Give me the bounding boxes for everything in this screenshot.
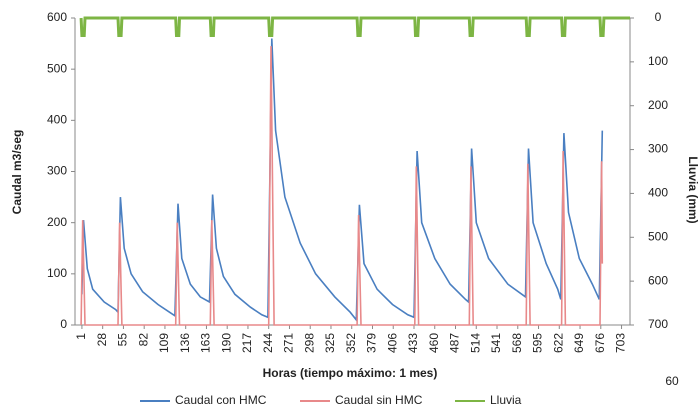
y-axis-title: Caudal m3/seg xyxy=(10,130,24,215)
x-tick-label: 271 xyxy=(282,333,296,353)
y-tick-label: 300 xyxy=(47,164,67,178)
y-tick-label: 500 xyxy=(47,61,67,75)
x-tick-label: 82 xyxy=(136,333,150,347)
x-tick-label: 622 xyxy=(551,333,565,353)
y2-tick-label: 300 xyxy=(648,142,668,156)
y-tick-label: 400 xyxy=(47,113,67,127)
stray-label: 60 xyxy=(665,374,679,388)
y-tick-label: 100 xyxy=(47,266,67,280)
x-tick-label: 1 xyxy=(74,333,88,340)
y2-tick-label: 400 xyxy=(648,186,668,200)
series-line xyxy=(79,16,630,37)
x-tick-label: 460 xyxy=(427,333,441,353)
y2-axis-title: Lluvia (mm) xyxy=(686,156,700,223)
y-tick-label: 200 xyxy=(47,215,67,229)
x-tick-label: 163 xyxy=(199,333,213,353)
series-line xyxy=(81,38,604,323)
x-tick-label: 514 xyxy=(468,333,482,353)
x-tick-label: 28 xyxy=(95,333,109,347)
x-tick-label: 406 xyxy=(385,333,399,353)
x-tick-label: 244 xyxy=(261,333,275,353)
y-tick-label: 0 xyxy=(60,317,67,331)
y2-tick-label: 500 xyxy=(648,229,668,243)
x-tick-label: 703 xyxy=(614,333,628,353)
x-axis-title: Horas (tiempo máximo: 1 mes) xyxy=(263,366,438,380)
x-tick-label: 325 xyxy=(323,333,337,353)
x-tick-label: 109 xyxy=(157,333,171,353)
x-tick-label: 595 xyxy=(531,333,545,353)
x-tick-label: 298 xyxy=(302,333,316,353)
x-tick-label: 676 xyxy=(593,333,607,353)
x-tick-label: 568 xyxy=(510,333,524,353)
x-tick-label: 379 xyxy=(365,333,379,353)
y2-tick-label: 700 xyxy=(648,317,668,331)
legend-label: Caudal con HMC xyxy=(175,393,267,407)
y2-tick-label: 200 xyxy=(648,98,668,112)
x-tick-label: 541 xyxy=(489,333,503,353)
legend-label: Caudal sin HMC xyxy=(335,393,423,407)
x-tick-label: 136 xyxy=(178,333,192,353)
series-line xyxy=(80,46,604,326)
y2-tick-label: 0 xyxy=(655,10,662,24)
y2-tick-label: 600 xyxy=(648,273,668,287)
x-tick-label: 217 xyxy=(240,333,254,353)
x-tick-label: 649 xyxy=(572,333,586,353)
x-tick-label: 487 xyxy=(448,333,462,353)
y-tick-label: 600 xyxy=(47,10,67,24)
x-tick-label: 190 xyxy=(219,333,233,353)
x-tick-label: 433 xyxy=(406,333,420,353)
y2-tick-label: 100 xyxy=(648,54,668,68)
x-tick-label: 352 xyxy=(344,333,358,353)
legend-label: Lluvia xyxy=(490,393,522,407)
x-tick-label: 55 xyxy=(116,333,130,347)
